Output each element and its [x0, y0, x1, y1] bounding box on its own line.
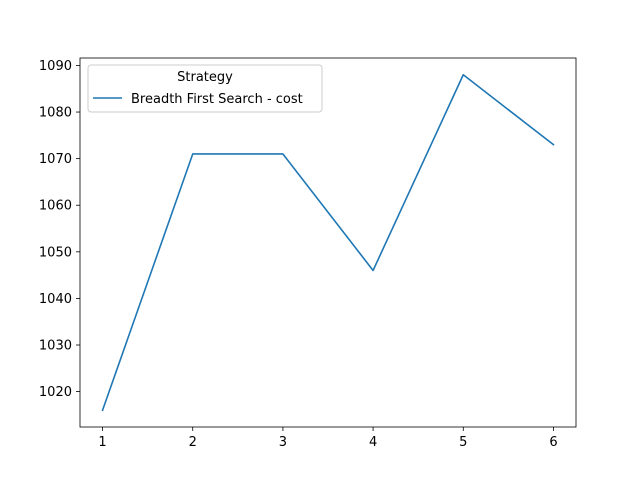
x-tick-label: 6: [549, 435, 557, 450]
axes-frame: [79, 57, 577, 428]
axes-spines: [79, 57, 577, 428]
y-tick-label: 1020: [39, 385, 72, 400]
legend-box: [87, 64, 323, 113]
y-tick-label: 1070: [39, 152, 72, 167]
x-tick-label: 2: [189, 435, 197, 450]
plot-area: [80, 58, 576, 427]
plot-background: [80, 58, 576, 427]
y-tick-label: 1040: [39, 292, 72, 307]
y-tick-label: 1030: [39, 339, 72, 354]
x-tick-label: 1: [98, 435, 106, 450]
legend-title: Strategy: [177, 70, 233, 85]
series-line-0: [101, 73, 555, 412]
y-tick-label: 1060: [39, 199, 72, 214]
y-tick-label: 1050: [39, 245, 72, 260]
x-tick-label: 3: [279, 435, 287, 450]
legend: Strategy Breadth First Search - cost: [87, 64, 323, 113]
x-tick-label: 5: [459, 435, 467, 450]
y-tick-label: 1090: [39, 59, 72, 74]
y-tick-label: 1080: [39, 106, 72, 121]
series-layer: [101, 73, 555, 412]
legend-series-label: Breadth First Search - cost: [131, 92, 303, 107]
y-axis-ticks: 1020 1030 1040 1050 1060 1070 1080 1090: [39, 59, 80, 400]
x-tick-label: 4: [369, 435, 377, 450]
x-axis-ticks: 1 2 3 4 5 6: [98, 427, 558, 450]
